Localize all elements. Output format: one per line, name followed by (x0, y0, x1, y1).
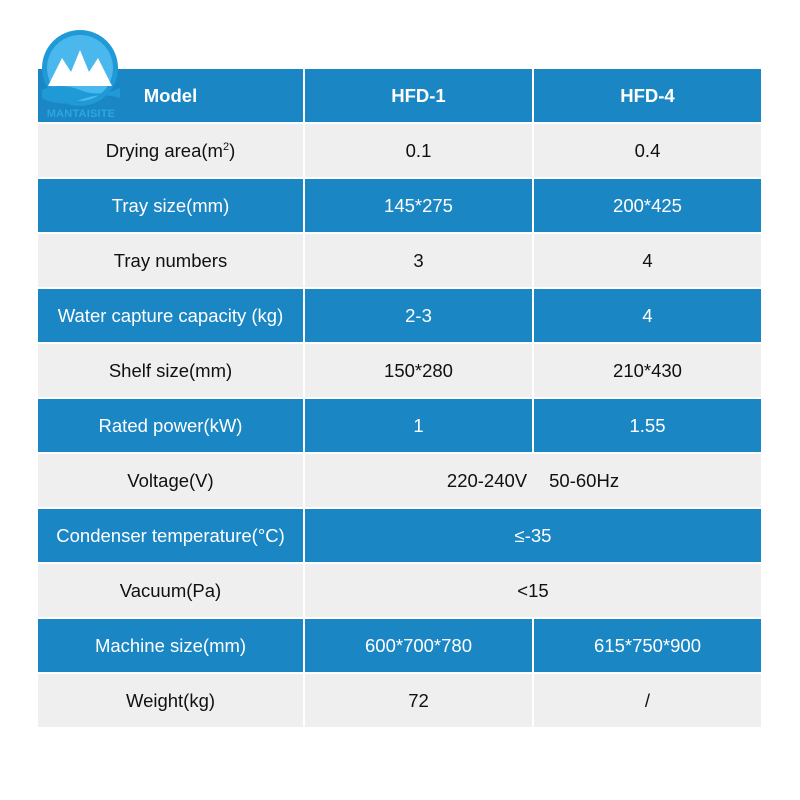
table-row: Machine size(mm) 600*700*780 615*750*900 (38, 617, 761, 674)
table-row: Weight(kg) 72 / (38, 672, 761, 729)
row-label-drying-area: Drying area(m2) (38, 122, 305, 179)
cell-value: / (532, 672, 761, 729)
cell-value: 210*430 (532, 342, 761, 399)
table-row: Water capture capacity (kg) 2-3 4 (38, 287, 761, 344)
brand-logo: MANTAISITE (38, 28, 124, 124)
row-label-tray-numbers: Tray numbers (38, 232, 305, 289)
cell-value: 150*280 (303, 342, 534, 399)
table-row: Rated power(kW) 1 1.55 (38, 397, 761, 454)
header-model-label: Model (38, 69, 305, 124)
cell-value: 0.4 (532, 122, 761, 179)
table-header-row: Model HFD-1 HFD-4 (38, 69, 761, 124)
spec-table: Model HFD-1 HFD-4 Drying area(m2) 0.1 0.… (38, 69, 761, 729)
cell-value: 4 (532, 232, 761, 289)
cell-value: 72 (303, 672, 534, 729)
table-row: Drying area(m2) 0.1 0.4 (38, 122, 761, 179)
table-row: Condenser temperature(°C) ≤-35 (38, 507, 761, 564)
cell-value: 3 (303, 232, 534, 289)
row-label-tray-size: Tray size(mm) (38, 177, 305, 234)
cell-value: 1 (303, 397, 534, 454)
row-label-vacuum: Vacuum(Pa) (38, 562, 305, 619)
table-row: Tray numbers 3 4 (38, 232, 761, 289)
header-hfd4: HFD-4 (532, 69, 761, 124)
table-row: Vacuum(Pa) <15 (38, 562, 761, 619)
table-row: Voltage(V) 220-240V 50-60Hz (38, 452, 761, 509)
cell-value: 600*700*780 (303, 617, 534, 674)
row-label-shelf-size: Shelf size(mm) (38, 342, 305, 399)
row-label-machine-size: Machine size(mm) (38, 617, 305, 674)
cell-value-merged: ≤-35 (303, 507, 761, 564)
cell-value: 200*425 (532, 177, 761, 234)
table-row: Shelf size(mm) 150*280 210*430 (38, 342, 761, 399)
row-label-rated-power: Rated power(kW) (38, 397, 305, 454)
cell-value-merged: 220-240V 50-60Hz (303, 452, 761, 509)
mountain-logo-icon (42, 30, 120, 106)
row-label-water-capture: Water capture capacity (kg) (38, 287, 305, 344)
brand-name: MANTAISITE (46, 108, 116, 120)
header-hfd1: HFD-1 (303, 69, 534, 124)
cell-value: 1.55 (532, 397, 761, 454)
row-label-weight: Weight(kg) (38, 672, 305, 729)
row-label-condenser-temp: Condenser temperature(°C) (38, 507, 305, 564)
cell-value: 0.1 (303, 122, 534, 179)
table-row: Tray size(mm) 145*275 200*425 (38, 177, 761, 234)
cell-value: 2-3 (303, 287, 534, 344)
cell-value-merged: <15 (303, 562, 761, 619)
cell-value: 145*275 (303, 177, 534, 234)
cell-value: 4 (532, 287, 761, 344)
row-label-voltage: Voltage(V) (38, 452, 305, 509)
cell-value: 615*750*900 (532, 617, 761, 674)
